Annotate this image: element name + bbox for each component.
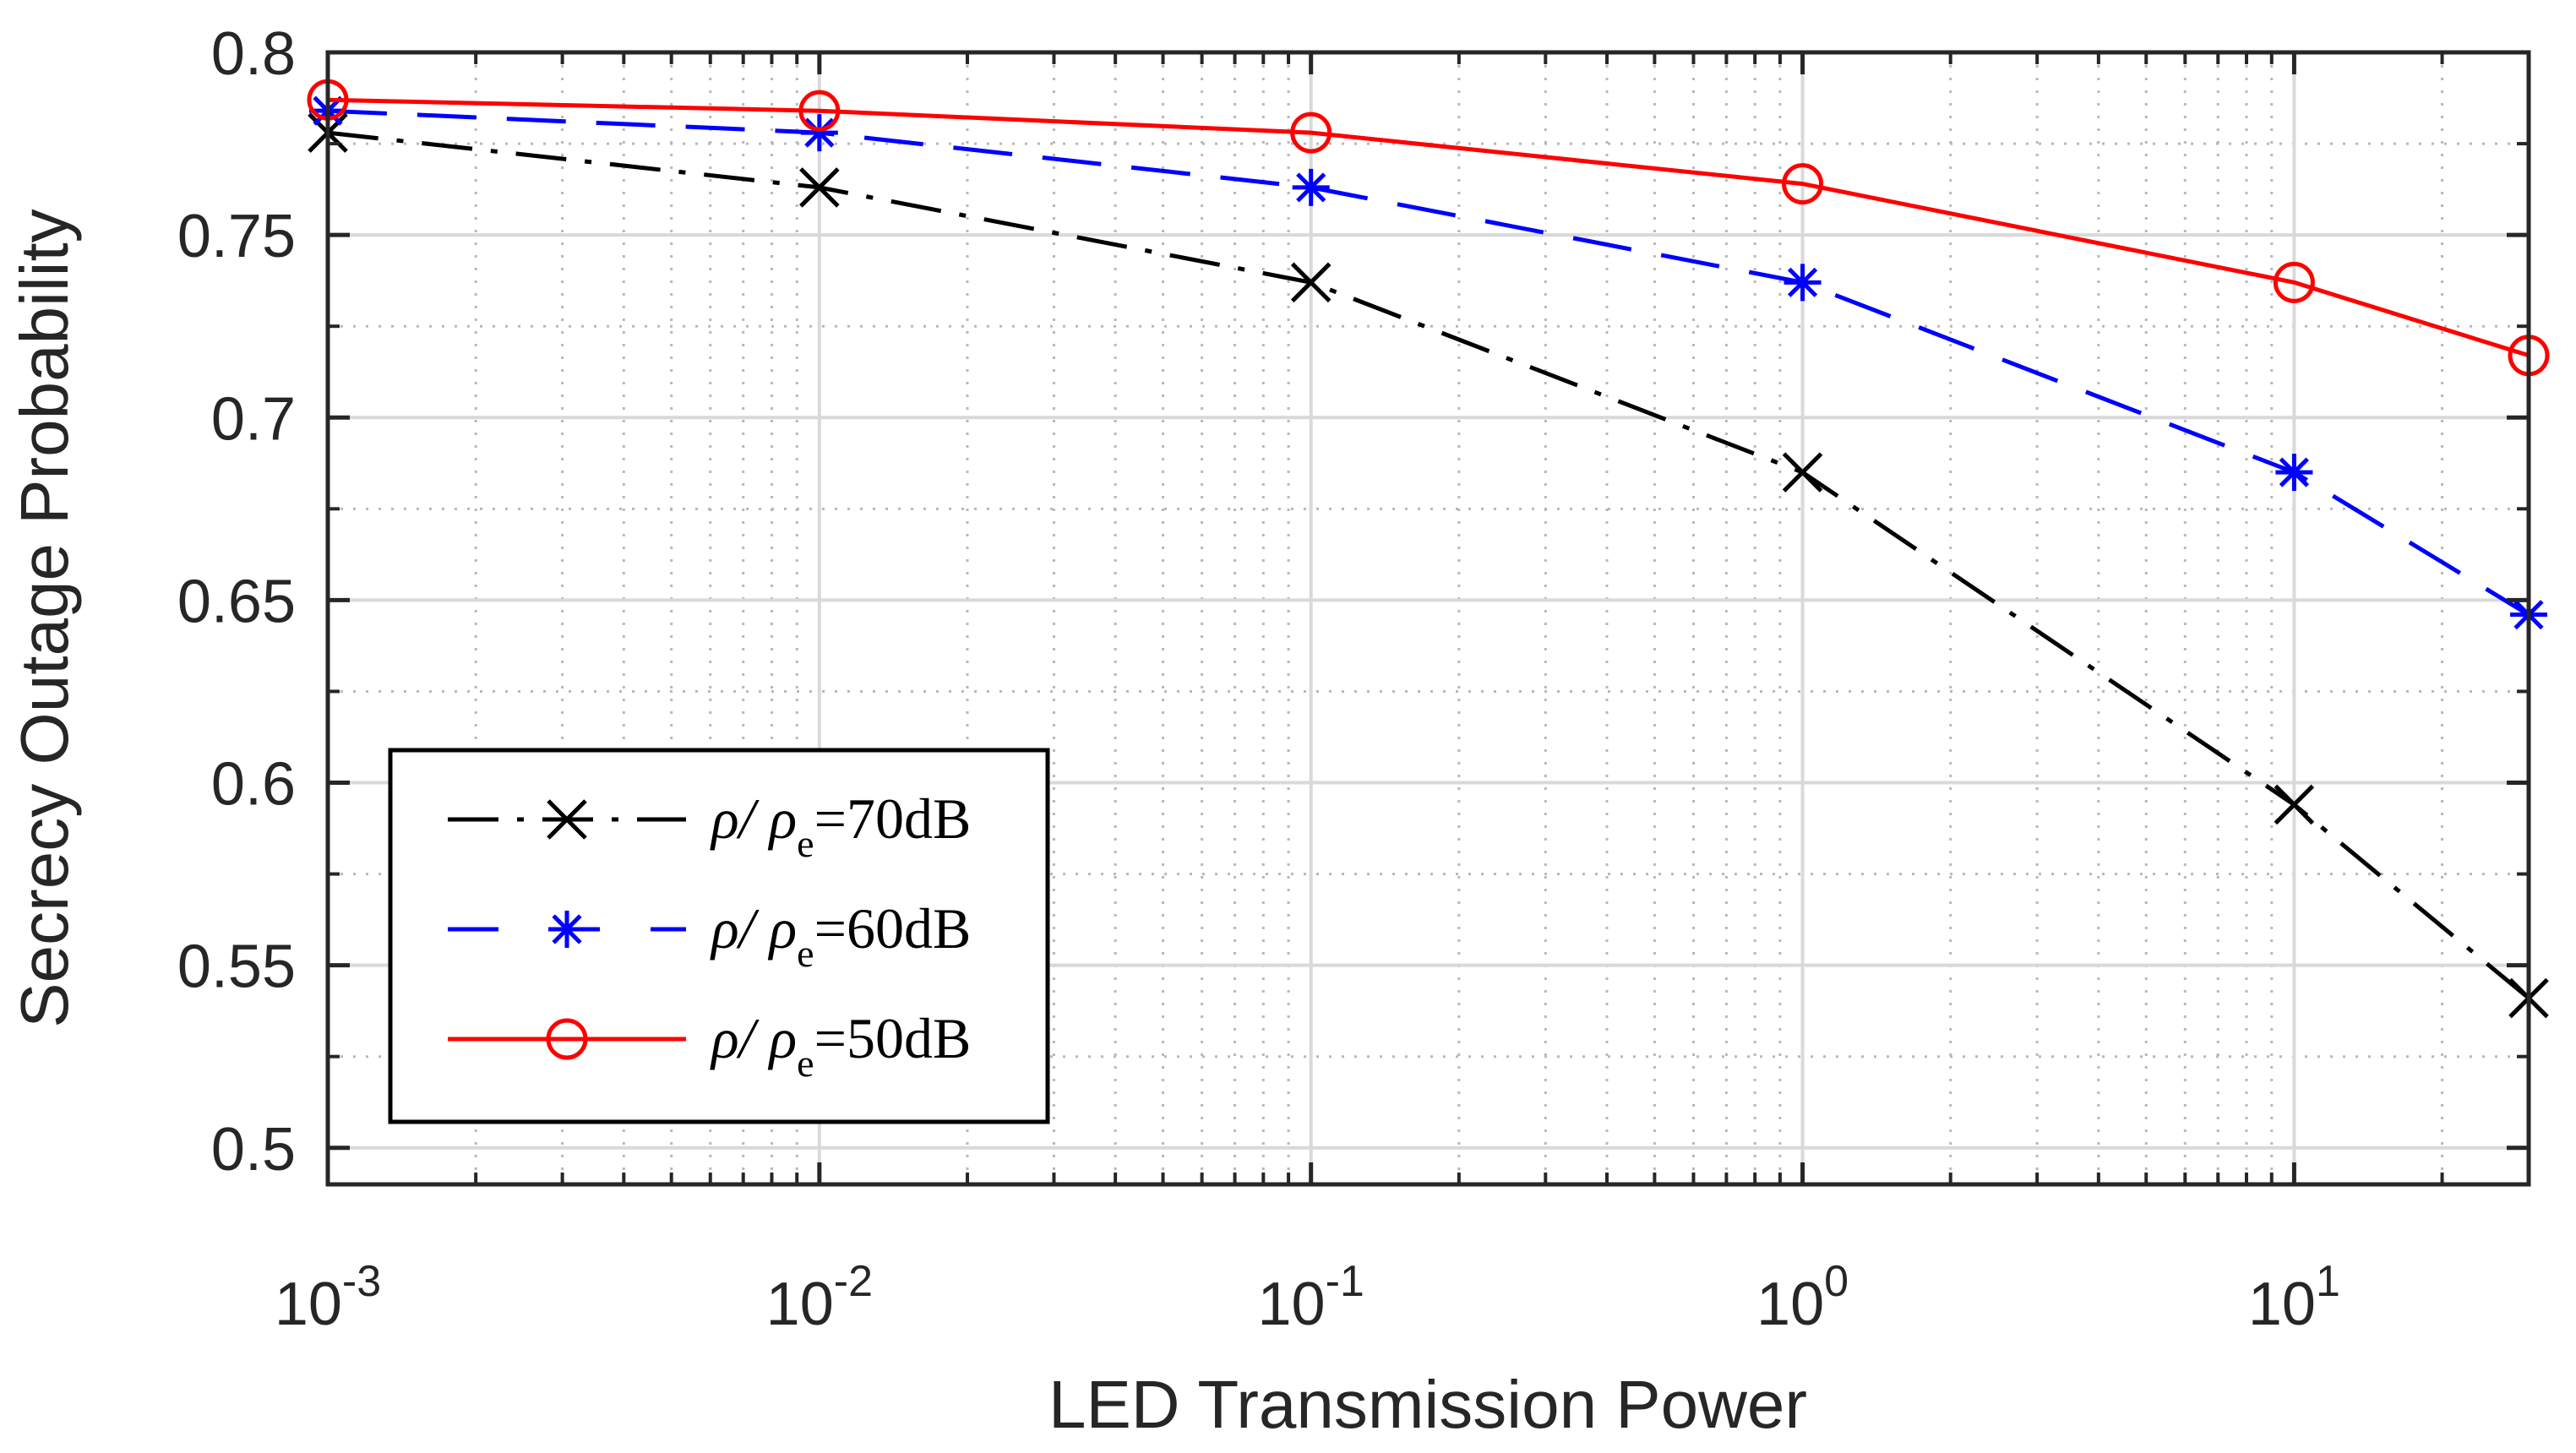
legend-box [388,748,1050,1124]
series-line [327,130,2530,1000]
data-point-marker [1784,264,1822,302]
x-tick-label: 10-1 [1258,1257,1364,1338]
data-point-marker [1290,112,1332,154]
plot-frame [325,50,2531,1187]
legend-marker [546,1018,588,1060]
y-tick-label: 0.5 [211,1116,296,1184]
y-tick-label: 0.55 [177,933,296,1001]
data-point-marker [2275,454,2313,492]
data-point-marker [799,167,840,208]
x-axis-label: LED Transmission Power [1048,1367,1807,1442]
series-line [327,108,2530,617]
x-tick-label: 10-2 [766,1257,873,1338]
legend-marker [547,799,587,840]
legend-item-0: ρ/ ρe=70dB [448,786,971,865]
data-point-marker [800,114,838,152]
y-tick-label: 0.8 [211,20,296,88]
legend-label: ρ/ ρe=50dB [710,1006,971,1085]
data-point-marker [1290,262,1332,303]
x-tick-label: 10-3 [275,1257,381,1338]
data-point-marker [2273,261,2315,303]
data-point-marker [1292,168,1330,206]
y-tick-label: 0.7 [211,385,296,453]
x-tick-label: 100 [1756,1257,1849,1338]
y-axis-label: Secrecy Outage Probability [7,209,82,1027]
y-tick-label: 0.65 [177,568,296,635]
legend: ρ/ ρe=70dB ρ/ ρe=60dB ρ/ ρe=50dB [388,748,1050,1124]
legend-item-2: ρ/ ρe=50dB [448,1006,971,1085]
legend-label: ρ/ ρe=60dB [710,896,971,975]
data-point-marker [798,90,841,132]
y-tick-label: 0.75 [177,203,296,270]
x-tick-label: 101 [2248,1257,2340,1338]
legend-label: ρ/ ρe=70dB [710,786,971,865]
axis-ticks: 10-3 10-2 10-1 100 101 0.5 0.55 0.6 0.65 0.7 0.75 0… [177,20,2530,1338]
data-point-marker [1782,452,1823,492]
series-line [327,97,2530,358]
legend-marker [548,911,585,948]
data-point-marker [2274,784,2315,825]
legend-item-1: ρ/ ρe=60dB [448,896,971,975]
y-tick-label: 0.6 [211,751,296,819]
data-point-marker [1782,163,1824,205]
